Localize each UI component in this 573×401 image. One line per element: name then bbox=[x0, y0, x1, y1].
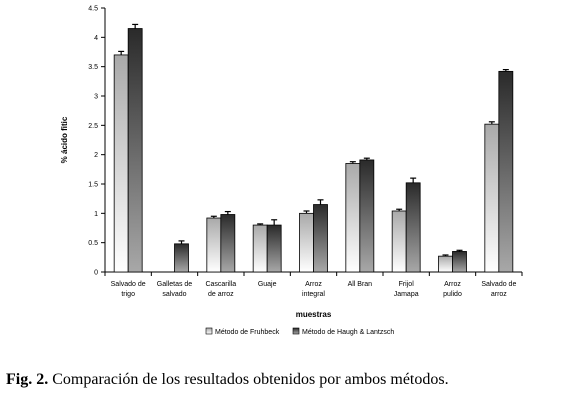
x-tick-label: Guaje bbox=[258, 281, 277, 288]
x-tick-label: Arroz bbox=[305, 281, 322, 288]
bar bbox=[174, 243, 189, 273]
x-tick-label: de arroz bbox=[208, 291, 234, 298]
bar-chart: 0 0.5 1 1.5 2 2.5 3 3.5 4 4.5 Salvado de trigo Galle… bbox=[60, 6, 523, 336]
y-tick-label: 2.5 bbox=[88, 123, 98, 130]
bar bbox=[252, 224, 268, 273]
y-tick-label: 2 bbox=[94, 152, 98, 159]
legend-entry: Método de Haugh & Lantzsch bbox=[302, 329, 394, 336]
x-tick-label: Cascarilla bbox=[205, 281, 236, 288]
bar bbox=[391, 210, 407, 273]
bar bbox=[345, 163, 361, 273]
y-axis-title: % ácido fitic bbox=[60, 116, 69, 163]
x-tick-label: Jamapa bbox=[394, 291, 419, 298]
caption-label: Fig. 2. bbox=[6, 371, 49, 388]
bar bbox=[313, 204, 328, 273]
y-tick-label: 1 bbox=[94, 211, 98, 218]
figure-caption: Fig. 2. Comparación de los resultados ob… bbox=[6, 371, 449, 389]
y-tick-label: 4.5 bbox=[88, 6, 98, 13]
bar bbox=[206, 217, 222, 273]
x-tick-label: arroz bbox=[491, 291, 507, 298]
x-tick-label: trigo bbox=[121, 291, 135, 298]
y-tick-label: 0 bbox=[94, 270, 98, 277]
bar bbox=[498, 70, 514, 273]
y-tick-label: 0.5 bbox=[88, 240, 98, 247]
x-tick-label: integral bbox=[302, 291, 325, 298]
bar bbox=[266, 224, 282, 273]
x-tick-label: Arroz bbox=[444, 281, 461, 288]
y-tick-label: 3.5 bbox=[88, 64, 98, 71]
y-tick-label: 4 bbox=[94, 35, 98, 42]
bar bbox=[359, 159, 375, 273]
bar bbox=[220, 214, 236, 273]
x-tick-label: Galletas de bbox=[157, 281, 193, 288]
bar bbox=[405, 182, 421, 273]
x-tick-label: salvado bbox=[162, 291, 186, 298]
x-axis-title: muestras bbox=[296, 310, 332, 319]
x-tick-label: Frijol bbox=[399, 281, 415, 288]
legend-swatch bbox=[205, 327, 213, 335]
bar bbox=[484, 123, 500, 273]
legend-entry: Método de Fruhbeck bbox=[215, 329, 280, 336]
x-tick-label: All Bran bbox=[348, 281, 373, 288]
x-tick-label: pulido bbox=[443, 291, 462, 298]
x-tick-label: Salvado de bbox=[111, 281, 146, 288]
bar bbox=[127, 28, 143, 273]
y-tick-label: 1.5 bbox=[88, 182, 98, 189]
legend-swatch bbox=[292, 327, 300, 335]
bar bbox=[113, 54, 129, 273]
bar bbox=[452, 251, 467, 273]
bar bbox=[438, 255, 453, 273]
y-tick-label: 3 bbox=[94, 94, 98, 101]
caption-text: Comparación de los resultados obtenidos … bbox=[48, 371, 449, 388]
x-tick-label: Salvado de bbox=[481, 281, 516, 288]
bar bbox=[299, 212, 314, 273]
